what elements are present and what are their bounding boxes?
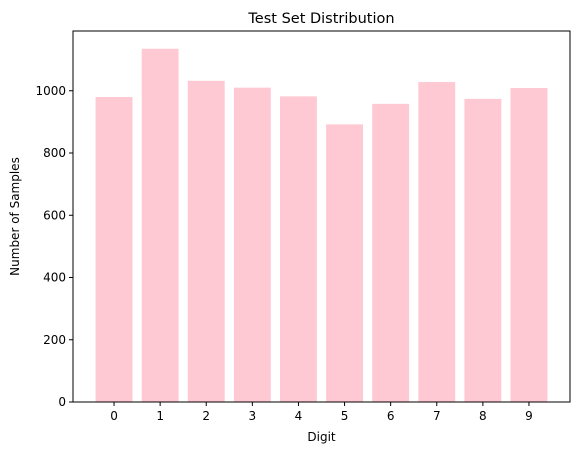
- x-tick-label: 2: [202, 409, 210, 423]
- bar-digit-6: [372, 103, 410, 402]
- y-tick-label: 800: [43, 146, 66, 160]
- x-tick-label: 9: [525, 409, 533, 423]
- bar-digit-1: [141, 48, 179, 402]
- bar-digit-0: [95, 96, 133, 403]
- y-tick-label: 1000: [35, 84, 66, 98]
- plot-frame: [72, 30, 571, 403]
- x-axis-title: Digit: [307, 430, 336, 444]
- bar-digit-5: [326, 124, 363, 402]
- bar-digit-3: [233, 87, 271, 403]
- y-tick-label: 200: [43, 333, 66, 347]
- x-tick-label: 0: [110, 409, 118, 423]
- y-axis: 0 200 400 600 800 1000: [35, 84, 73, 409]
- x-tick-label: 6: [387, 409, 395, 423]
- x-tick-label: 5: [341, 409, 349, 423]
- x-tick-label: 8: [479, 409, 487, 423]
- bar-digit-2: [187, 80, 225, 403]
- x-tick-label: 3: [249, 409, 257, 423]
- bar-digit-7: [418, 82, 456, 402]
- x-tick-label: 1: [156, 409, 164, 423]
- bar-digit-9: [510, 87, 548, 402]
- y-tick-label: 400: [43, 271, 66, 285]
- bar-digit-4: [280, 96, 317, 402]
- x-axis: 0 1 2 3 4 5 6 7 8 9: [110, 402, 533, 423]
- y-tick-label: 600: [43, 208, 66, 222]
- chart-title: Test Set Distribution: [247, 11, 394, 27]
- bars: [95, 48, 548, 403]
- y-axis-title: Number of Samples: [8, 157, 22, 276]
- x-tick-label: 4: [295, 409, 303, 423]
- y-tick-label: 0: [58, 395, 66, 409]
- bar-digit-8: [464, 98, 502, 402]
- x-tick-label: 7: [433, 409, 441, 423]
